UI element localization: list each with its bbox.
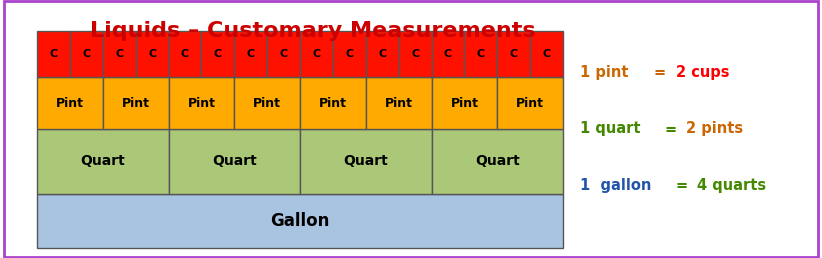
Bar xyxy=(432,77,497,129)
Bar xyxy=(169,129,300,194)
Text: C: C xyxy=(279,49,288,59)
Text: C: C xyxy=(510,49,518,59)
Bar xyxy=(366,77,432,129)
Text: C: C xyxy=(181,49,189,59)
Text: 2 cups: 2 cups xyxy=(676,65,729,80)
Text: C: C xyxy=(49,49,58,59)
Text: =: = xyxy=(654,65,672,80)
Text: Pint: Pint xyxy=(319,97,347,110)
Text: 4 quarts: 4 quarts xyxy=(697,178,766,193)
Text: Pint: Pint xyxy=(56,97,84,110)
Text: 1 quart: 1 quart xyxy=(580,122,645,136)
Bar xyxy=(169,31,201,77)
Text: Liquids – Customary Measurements: Liquids – Customary Measurements xyxy=(90,21,535,41)
Bar xyxy=(464,31,497,77)
Text: C: C xyxy=(477,49,485,59)
Bar xyxy=(497,77,563,129)
Text: C: C xyxy=(115,49,123,59)
Text: C: C xyxy=(345,49,353,59)
Bar xyxy=(234,31,267,77)
Bar xyxy=(201,31,234,77)
Text: Pint: Pint xyxy=(122,97,150,110)
Text: Quart: Quart xyxy=(475,154,520,168)
Bar xyxy=(300,31,333,77)
Bar xyxy=(70,31,103,77)
Bar xyxy=(399,31,432,77)
Text: Pint: Pint xyxy=(516,97,544,110)
Bar xyxy=(169,77,234,129)
Text: C: C xyxy=(247,49,255,59)
Text: C: C xyxy=(312,49,321,59)
Bar xyxy=(37,129,169,194)
Text: =: = xyxy=(676,178,693,193)
Text: Pint: Pint xyxy=(187,97,215,110)
Text: C: C xyxy=(148,49,156,59)
Text: Quart: Quart xyxy=(81,154,125,168)
Text: Pint: Pint xyxy=(253,97,281,110)
Bar xyxy=(37,31,70,77)
Bar xyxy=(103,31,136,77)
Bar xyxy=(103,77,169,129)
Text: 1 pint: 1 pint xyxy=(580,65,633,80)
Bar xyxy=(333,31,366,77)
Bar xyxy=(432,31,464,77)
Bar xyxy=(136,31,169,77)
Text: 2 pints: 2 pints xyxy=(686,122,743,136)
Text: C: C xyxy=(214,49,222,59)
Text: Pint: Pint xyxy=(385,97,413,110)
Text: C: C xyxy=(82,49,90,59)
Bar xyxy=(300,77,366,129)
Bar xyxy=(497,31,530,77)
Bar xyxy=(432,129,563,194)
Text: Pint: Pint xyxy=(450,97,478,110)
Text: C: C xyxy=(444,49,452,59)
Bar xyxy=(37,77,103,129)
Text: C: C xyxy=(543,49,551,59)
Text: Quart: Quart xyxy=(212,154,256,168)
Bar xyxy=(267,31,300,77)
Bar xyxy=(530,31,563,77)
Text: Gallon: Gallon xyxy=(270,212,330,230)
Bar xyxy=(37,194,563,248)
Bar xyxy=(366,31,399,77)
Text: C: C xyxy=(411,49,419,59)
Bar xyxy=(300,129,432,194)
Bar xyxy=(234,77,300,129)
Text: =: = xyxy=(665,122,682,136)
Text: 1  gallon: 1 gallon xyxy=(580,178,651,193)
Text: C: C xyxy=(378,49,386,59)
Text: Quart: Quart xyxy=(344,154,388,168)
